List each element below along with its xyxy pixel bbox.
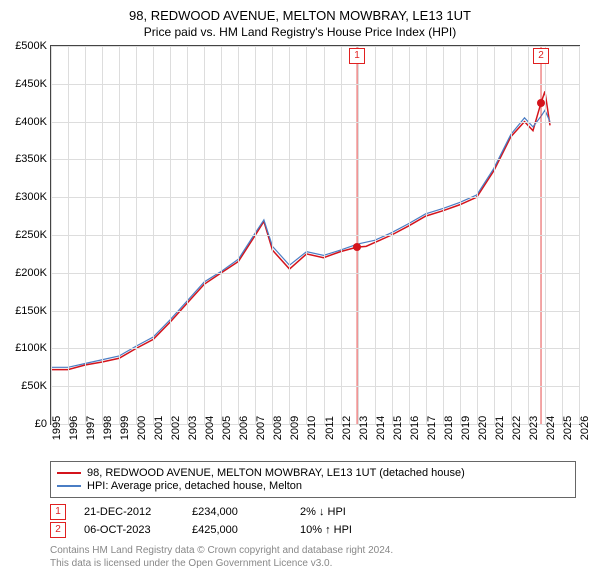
y-axis-label: £200K — [15, 267, 47, 279]
sale-marker-icon: 1 — [50, 504, 66, 520]
x-axis-label: 2003 — [187, 416, 199, 440]
y-axis-label: £100K — [15, 342, 47, 354]
sale-price: £234,000 — [192, 506, 282, 518]
x-axis-label: 2017 — [426, 416, 438, 440]
sale-date: 21-DEC-2012 — [84, 506, 174, 518]
chart-title: 98, REDWOOD AVENUE, MELTON MOWBRAY, LE13… — [0, 8, 600, 23]
y-axis-label: £450K — [15, 78, 47, 90]
sale-dot — [537, 99, 545, 107]
sale-delta: 2% ↓ HPI — [300, 506, 346, 518]
legend-swatch — [57, 485, 81, 487]
plot-box: £0£50K£100K£150K£200K£250K£300K£350K£400… — [50, 45, 580, 425]
x-axis-label: 1995 — [51, 416, 63, 440]
x-axis-label: 2019 — [460, 416, 472, 440]
x-axis-label: 2015 — [392, 416, 404, 440]
x-axis-label: 2021 — [494, 416, 506, 440]
y-axis-label: £400K — [15, 116, 47, 128]
sale-row: 2 06-OCT-2023 £425,000 10% ↑ HPI — [50, 522, 576, 538]
x-axis-label: 1998 — [102, 416, 114, 440]
sale-price: £425,000 — [192, 524, 282, 536]
x-axis-label: 2005 — [221, 416, 233, 440]
y-axis-label: £250K — [15, 229, 47, 241]
legend-swatch — [57, 472, 81, 474]
y-axis-label: £50K — [21, 380, 47, 392]
y-axis-label: £0 — [35, 418, 47, 430]
sale-dot — [353, 243, 361, 251]
x-axis-label: 2002 — [170, 416, 182, 440]
chart-subtitle: Price paid vs. HM Land Registry's House … — [0, 25, 600, 39]
y-axis-label: £150K — [15, 305, 47, 317]
x-axis-label: 1996 — [68, 416, 80, 440]
sale-row: 1 21-DEC-2012 £234,000 2% ↓ HPI — [50, 504, 576, 520]
x-axis-label: 2006 — [238, 416, 250, 440]
x-axis-label: 2012 — [341, 416, 353, 440]
x-axis-label: 2020 — [477, 416, 489, 440]
footer-line-1: Contains HM Land Registry data © Crown c… — [50, 544, 576, 557]
x-axis-label: 2018 — [443, 416, 455, 440]
x-axis-label: 2025 — [562, 416, 574, 440]
sales-table: 1 21-DEC-2012 £234,000 2% ↓ HPI 2 06-OCT-2023… — [50, 504, 576, 538]
x-axis-label: 2022 — [511, 416, 523, 440]
sale-delta: 10% ↑ HPI — [300, 524, 352, 536]
y-axis-label: £500K — [15, 40, 47, 52]
sale-date: 06-OCT-2023 — [84, 524, 174, 536]
x-axis-label: 2024 — [545, 416, 557, 440]
x-axis-label: 2023 — [528, 416, 540, 440]
x-axis-label: 2013 — [358, 416, 370, 440]
x-axis-label: 2009 — [289, 416, 301, 440]
x-axis-label: 1999 — [119, 416, 131, 440]
legend-label: HPI: Average price, detached house, Melt… — [87, 480, 302, 492]
x-axis-label: 2010 — [306, 416, 318, 440]
chart-area: £0£50K£100K£150K£200K£250K£300K£350K£400… — [50, 45, 580, 425]
x-axis-label: 2007 — [255, 416, 267, 440]
x-axis-label: 2004 — [204, 416, 216, 440]
footer-line-2: This data is licensed under the Open Gov… — [50, 557, 576, 570]
x-axis-label: 2008 — [272, 416, 284, 440]
x-axis-label: 2026 — [579, 416, 591, 440]
footer: Contains HM Land Registry data © Crown c… — [50, 544, 576, 570]
x-axis-label: 2011 — [324, 416, 336, 440]
sale-marker-icon: 2 — [50, 522, 66, 538]
series-line — [51, 110, 550, 367]
sale-marker: 1 — [349, 48, 365, 64]
x-axis-label: 2014 — [375, 416, 387, 440]
y-axis-label: £350K — [15, 153, 47, 165]
x-axis-label: 1997 — [85, 416, 97, 440]
legend-label: 98, REDWOOD AVENUE, MELTON MOWBRAY, LE13… — [87, 467, 465, 479]
x-axis-label: 2016 — [409, 416, 421, 440]
series-line — [51, 91, 550, 369]
sale-marker: 2 — [533, 48, 549, 64]
legend-item: 98, REDWOOD AVENUE, MELTON MOWBRAY, LE13… — [57, 467, 569, 479]
legend: 98, REDWOOD AVENUE, MELTON MOWBRAY, LE13… — [50, 461, 576, 498]
x-axis-label: 2000 — [136, 416, 148, 440]
legend-item: HPI: Average price, detached house, Melt… — [57, 480, 569, 492]
y-axis-label: £300K — [15, 191, 47, 203]
x-axis-label: 2001 — [153, 416, 165, 440]
